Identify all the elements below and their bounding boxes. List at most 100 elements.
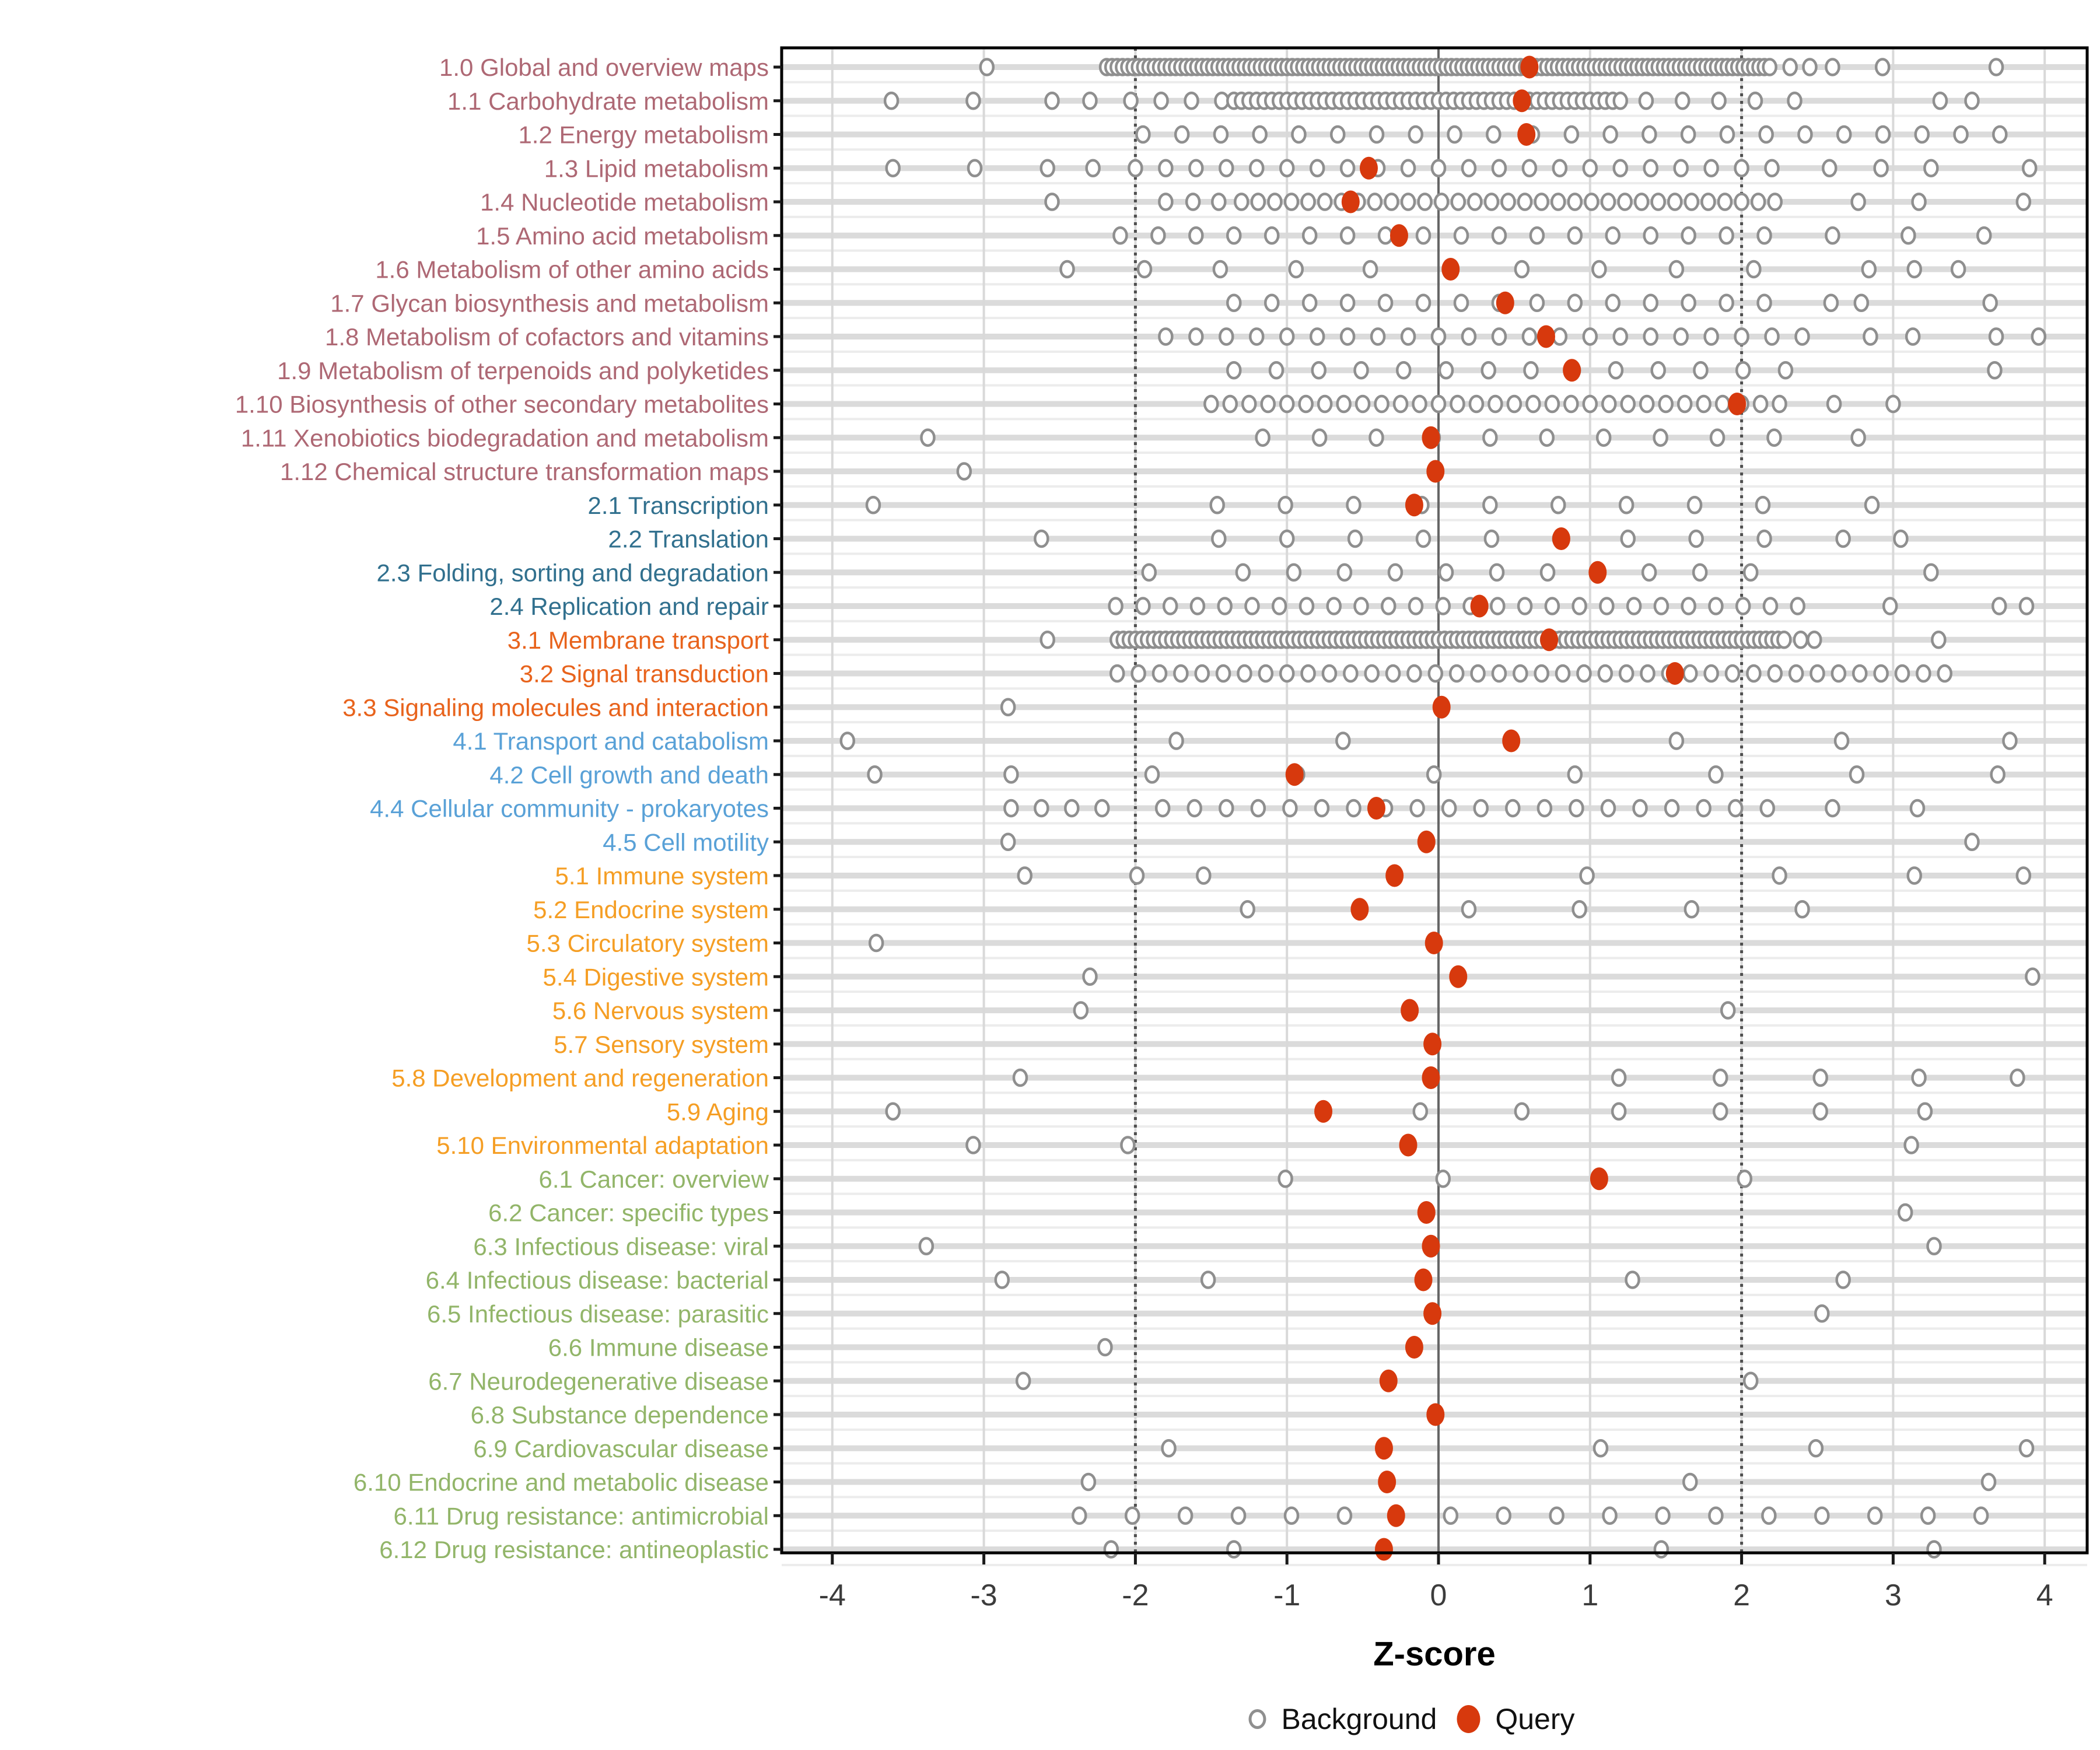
row-label: 6.11 Drug resistance: antimicrobial — [393, 1502, 769, 1530]
background-dot — [1317, 192, 1333, 211]
background-dot — [1655, 1506, 1671, 1525]
background-dot — [1392, 394, 1409, 414]
y-minor-gridline — [782, 1158, 2087, 1161]
background-dot — [1599, 597, 1615, 615]
background-dot — [1467, 192, 1483, 211]
y-minor-gridline — [782, 485, 2087, 488]
background-dot — [1696, 799, 1712, 818]
y-minor-gridline — [782, 384, 2087, 387]
query-dot — [1285, 763, 1304, 786]
x-axis-title: Z-score — [1373, 1635, 1496, 1673]
background-dot — [1567, 192, 1583, 211]
background-dot — [1864, 496, 1880, 514]
background-dot — [1987, 361, 2003, 380]
background-dot — [1539, 428, 1555, 447]
background-dot — [1298, 394, 1314, 414]
background-dot — [1447, 125, 1462, 144]
background-dot — [1450, 394, 1465, 414]
background-dot — [1584, 192, 1600, 211]
background-dot — [2015, 192, 2032, 211]
background-dot — [1638, 92, 1654, 110]
background-dot — [1640, 664, 1656, 683]
y-minor-gridline — [782, 80, 2087, 83]
background-dot — [1505, 799, 1521, 818]
background-dot — [1339, 159, 1356, 177]
background-dot — [1703, 159, 1719, 177]
background-dot — [1567, 765, 1583, 784]
background-dot — [1461, 159, 1477, 177]
background-dot — [1168, 732, 1184, 750]
background-dot — [2010, 1068, 2025, 1087]
row-label: 5.7 Sensory system — [554, 1031, 769, 1058]
background-dot — [1825, 58, 1840, 76]
background-dot — [1135, 597, 1151, 615]
background-dot — [1620, 529, 1636, 548]
background-dot — [1226, 293, 1242, 312]
background-dot — [1200, 1270, 1216, 1289]
background-dot — [1085, 159, 1101, 177]
background-dot — [1448, 664, 1465, 683]
background-dot — [1250, 192, 1266, 211]
background-dot — [1611, 1068, 1627, 1087]
background-dot — [1230, 1506, 1247, 1525]
background-dot — [1885, 394, 1901, 414]
background-dot — [1219, 159, 1234, 177]
x-tick-label: -4 — [819, 1578, 846, 1612]
background-dot — [1835, 529, 1851, 548]
background-dot — [1034, 799, 1049, 818]
query-dot — [1378, 1471, 1396, 1493]
background-dot — [1682, 664, 1698, 683]
background-dot — [1708, 765, 1724, 784]
background-dot — [885, 1102, 901, 1121]
background-dot — [1550, 192, 1566, 211]
background-dot — [1874, 58, 1891, 76]
background-dot — [1737, 1170, 1753, 1188]
background-dot — [1283, 192, 1300, 211]
background-dot — [1714, 394, 1731, 414]
row-label: 2.2 Translation — [608, 526, 769, 553]
background-dot — [1279, 664, 1295, 683]
background-dot — [1632, 799, 1648, 818]
background-dot — [1384, 192, 1399, 211]
background-dot — [1911, 1068, 1927, 1087]
background-dot — [1000, 698, 1016, 716]
background-dot — [1750, 192, 1766, 211]
query-dot — [1728, 393, 1746, 415]
row-label: 1.10 Biosynthesis of other secondary met… — [235, 391, 769, 418]
query-dot — [1422, 1234, 1440, 1258]
background-dot — [1255, 428, 1270, 447]
background-dot — [1764, 327, 1780, 346]
background-dot — [1003, 765, 1019, 784]
row-label: 6.8 Substance dependence — [471, 1401, 769, 1429]
background-dot — [1567, 226, 1583, 245]
background-dot — [1602, 1506, 1618, 1525]
background-dot — [1668, 732, 1685, 750]
background-dot — [1808, 1439, 1824, 1458]
background-dot — [1162, 597, 1178, 615]
background-dot — [1591, 260, 1607, 279]
background-dot — [1931, 631, 1947, 649]
background-dot — [1911, 192, 1927, 211]
background-dot — [1450, 192, 1466, 211]
y-major-gridline — [782, 974, 2087, 980]
background-dot — [918, 1237, 935, 1255]
query-dot — [1502, 729, 1521, 752]
background-dot — [1825, 799, 1840, 818]
query-dot — [1563, 359, 1581, 382]
y-minor-gridline — [782, 1058, 2087, 1060]
background-dot — [1000, 832, 1016, 851]
query-dot — [1390, 224, 1408, 247]
background-dot — [1534, 192, 1549, 211]
background-dot — [1283, 1506, 1300, 1525]
background-dot — [1814, 1304, 1830, 1323]
row-label: 4.5 Cell motility — [603, 828, 769, 856]
x-tick-label: -2 — [1122, 1578, 1149, 1612]
row-label: 6.4 Infectious disease: bacterial — [426, 1266, 769, 1294]
background-dot — [1430, 159, 1447, 177]
y-major-gridline — [782, 738, 2087, 744]
background-dot — [1718, 226, 1734, 245]
background-dot — [1059, 260, 1075, 279]
background-dot — [1188, 226, 1204, 245]
query-dot — [1540, 628, 1559, 652]
background-dot — [1990, 765, 2006, 784]
